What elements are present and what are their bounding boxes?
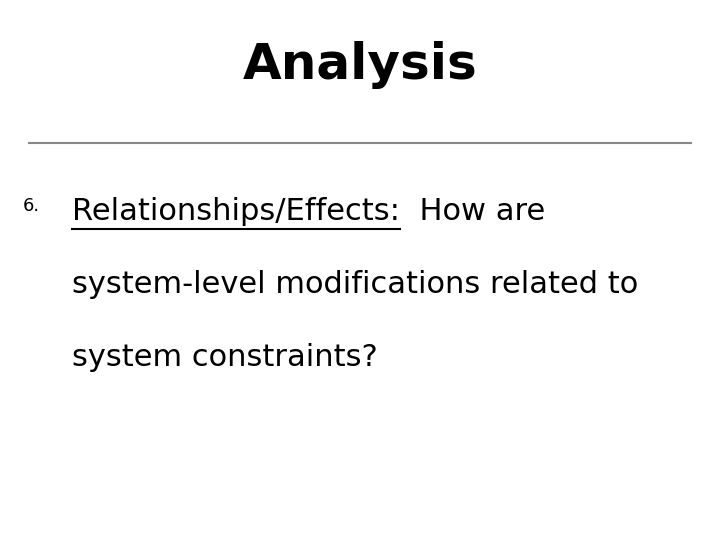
Text: system-level modifications related to: system-level modifications related to xyxy=(72,270,638,299)
Text: system constraints?: system constraints? xyxy=(72,343,378,372)
Text: How are: How are xyxy=(400,197,545,226)
Text: Relationships/Effects:: Relationships/Effects: xyxy=(72,197,400,226)
Text: Analysis: Analysis xyxy=(243,41,477,89)
Text: 6.: 6. xyxy=(22,197,40,215)
